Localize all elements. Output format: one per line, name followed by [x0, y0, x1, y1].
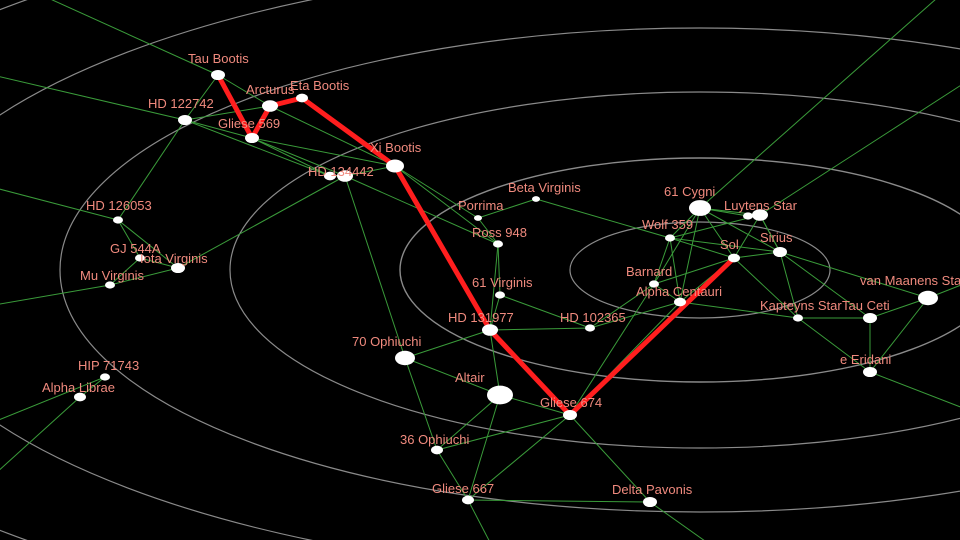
label-mu_virginis: Mu Virginis: [80, 268, 145, 283]
label-kapteyns: Kapteyns Star: [760, 298, 842, 313]
star-hd102365[interactable]: [585, 324, 595, 331]
label-beta_virginis: Beta Virginis: [508, 180, 581, 195]
label-ophiuchi36: 36 Ophiuchi: [400, 432, 469, 447]
label-hd144442: HD 134442: [308, 164, 374, 179]
star-xi_bootis[interactable]: [386, 160, 404, 173]
star-porrima[interactable]: [474, 215, 482, 221]
star-hd126053[interactable]: [113, 216, 123, 223]
label-barnard: Barnard: [626, 264, 672, 279]
label-gliese569: Gliese 569: [218, 116, 280, 131]
label-gliese667: Gliese 667: [432, 481, 494, 496]
label-hip71743: HIP 71743: [78, 358, 139, 373]
star-hd122742[interactable]: [178, 115, 192, 125]
label-v61_virginis: 61 Virginis: [472, 275, 533, 290]
star-van_maanens[interactable]: [918, 291, 938, 305]
star-gliese667[interactable]: [462, 496, 474, 505]
label-wolf359: Wolf 359: [642, 217, 693, 232]
star-altair[interactable]: [487, 386, 513, 405]
star-v61_virginis[interactable]: [495, 291, 505, 298]
label-xi_bootis: Xi Bootis: [370, 140, 422, 155]
label-hd102365: HD 102365: [560, 310, 626, 325]
star-map: Tau Bootis ArcturusEta Bootis HD 122742 Gli…: [0, 0, 960, 540]
star-delta_pavonis[interactable]: [643, 497, 657, 507]
star-tau_bootis[interactable]: [211, 70, 225, 80]
label-ross948: Ross 948: [472, 225, 527, 240]
star-indi[interactable]: [743, 212, 753, 219]
star-e_eridani[interactable]: [863, 367, 877, 377]
star-sol[interactable]: [728, 254, 740, 263]
star-hd131977[interactable]: [482, 324, 498, 336]
star-sirius[interactable]: [773, 247, 787, 257]
label-cygni61: 61 Cygni: [664, 184, 715, 199]
label-ophiuchi70: 70 Ophiuchi: [352, 334, 421, 349]
label-eta_bootis: Eta Bootis: [290, 78, 350, 93]
label-delta_pavonis: Delta Pavonis: [612, 482, 693, 497]
star-ross948[interactable]: [493, 240, 503, 247]
star-wolf359[interactable]: [665, 234, 675, 241]
label-sol: Sol: [720, 237, 739, 252]
star-gliese569[interactable]: [245, 133, 259, 143]
label-tau_bootis: Tau Bootis: [188, 51, 249, 66]
label-gliese674: Gliese 674: [540, 395, 602, 410]
label-hd122742: HD 122742: [148, 96, 214, 111]
star-tau_ceti[interactable]: [863, 313, 877, 323]
star-beta_virginis[interactable]: [532, 196, 540, 202]
star-kapteyns[interactable]: [793, 314, 803, 321]
label-alpha_librae: Alpha Librae: [42, 380, 115, 395]
label-hd131977: HD 131977: [448, 310, 514, 325]
label-luytens: Luytens Star: [724, 198, 798, 213]
label-tau_ceti: Tau Ceti: [842, 298, 890, 313]
label-altair: Altair: [455, 370, 485, 385]
label-van_maanens: van Maanens Star: [860, 273, 960, 288]
label-arcturus: Arcturus: [246, 82, 295, 97]
star-ophiuchi70[interactable]: [395, 351, 415, 365]
label-e_eridani: e Eridani: [840, 352, 891, 367]
star-gliese674[interactable]: [563, 410, 577, 420]
label-hd126053: HD 126053: [86, 198, 152, 213]
star-arcturus[interactable]: [262, 100, 278, 112]
label-porrima: Porrima: [458, 198, 504, 213]
label-iota_virginis: Iota Virginis: [140, 251, 208, 266]
label-sirius: Sirius: [760, 230, 793, 245]
label-alpha_centauri: Alpha Centauri: [636, 284, 722, 299]
star-eta_bootis[interactable]: [296, 94, 308, 103]
star-cygni61[interactable]: [689, 200, 711, 216]
